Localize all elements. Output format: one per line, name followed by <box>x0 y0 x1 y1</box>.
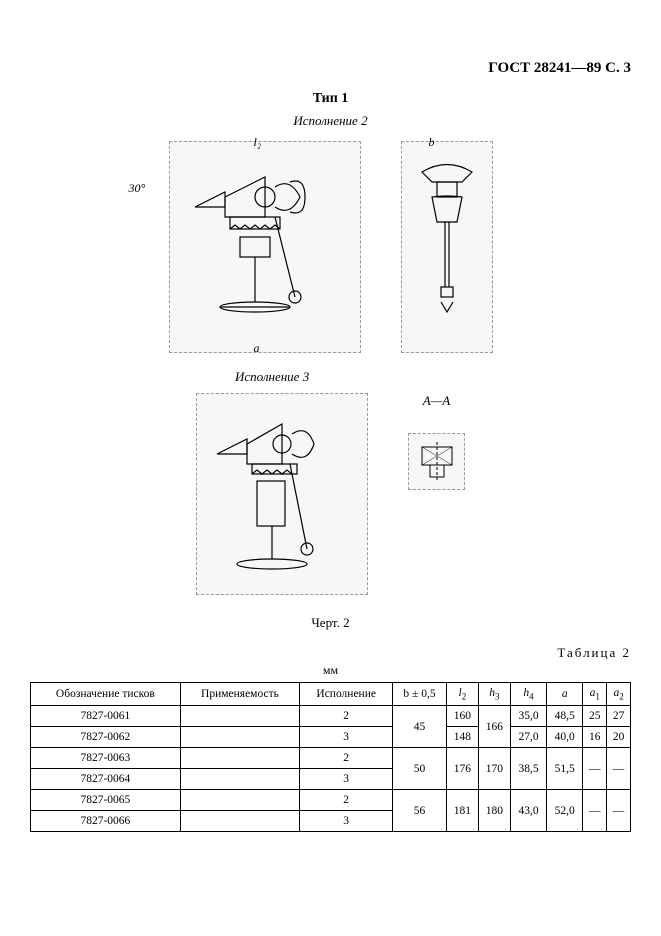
table-body: 7827-0061 2 45 160 166 35,0 48,5 25 27 7… <box>31 706 631 832</box>
cell-code: 7827-0062 <box>31 727 181 748</box>
cell-ver: 3 <box>300 727 393 748</box>
cell-h4: 38,5 <box>510 748 546 790</box>
detail-group: А—А <box>408 393 465 595</box>
cell-app <box>180 748 299 769</box>
cell-ver: 3 <box>300 769 393 790</box>
cell-ver: 2 <box>300 706 393 727</box>
col-h3: h3 <box>478 683 510 706</box>
cell-h3: 180 <box>478 790 510 832</box>
vise-front-svg <box>175 147 355 347</box>
drawing-side-view <box>401 141 493 353</box>
spec-table: Обозначение тисков Применяемость Исполне… <box>30 682 631 832</box>
table-row: 7827-0065 2 56 181 180 43,0 52,0 — — <box>31 790 631 811</box>
variant-subtitle: Исполнение 2 <box>30 113 631 129</box>
type-title: Тип 1 <box>30 91 631 107</box>
col-b: b ± 0,5 <box>393 683 447 706</box>
cell-h3: 166 <box>478 706 510 748</box>
cell-a2: — <box>607 790 631 832</box>
cell-code: 7827-0063 <box>31 748 181 769</box>
cell-a: 51,5 <box>547 748 583 790</box>
cell-b: 56 <box>393 790 447 832</box>
col-code: Обозначение тисков <box>31 683 181 706</box>
cell-b: 50 <box>393 748 447 790</box>
cell-ver: 2 <box>300 790 393 811</box>
col-a2: a2 <box>607 683 631 706</box>
drawing-section-aa <box>408 433 465 490</box>
cell-b: 45 <box>393 706 447 748</box>
detail-label: А—А <box>423 393 450 409</box>
cell-a2: 27 <box>607 706 631 727</box>
page: ГОСТ 28241—89 С. 3 Тип 1 Исполнение 2 30… <box>0 0 661 936</box>
cell-l2: 148 <box>446 727 478 748</box>
page-header: ГОСТ 28241—89 С. 3 <box>30 60 631 77</box>
table-row: 7827-0062 3 148 27,0 40,0 16 20 <box>31 727 631 748</box>
figure-caption: Черт. 2 <box>311 615 349 631</box>
cell-h4: 43,0 <box>510 790 546 832</box>
col-l2: l2 <box>446 683 478 706</box>
section-aa-svg <box>412 437 462 487</box>
cell-app <box>180 790 299 811</box>
drawing-main-view <box>169 141 361 353</box>
figure-row-2: А—А <box>196 393 465 595</box>
table-unit: мм <box>30 663 631 678</box>
dim-angle: 30° <box>129 181 146 196</box>
vise-side-svg <box>407 147 487 347</box>
col-a1: a1 <box>583 683 607 706</box>
cell-a1: — <box>583 748 607 790</box>
figure-row-1: 30° l₂ b a <box>169 141 493 353</box>
cell-h4: 35,0 <box>510 706 546 727</box>
col-app: Применяемость <box>180 683 299 706</box>
cell-l2: 176 <box>446 748 478 790</box>
table-title: Таблица 2 <box>30 645 631 661</box>
col-h4: h4 <box>510 683 546 706</box>
cell-ver: 3 <box>300 811 393 832</box>
dim-b: b <box>429 135 435 150</box>
cell-code: 7827-0064 <box>31 769 181 790</box>
dim-l2: l₂ <box>254 135 262 150</box>
col-ver: Исполнение <box>300 683 393 706</box>
cell-a: 40,0 <box>547 727 583 748</box>
cell-l2: 160 <box>446 706 478 727</box>
variant3-label: Исполнение 3 <box>235 369 309 385</box>
cell-a1: — <box>583 790 607 832</box>
cell-code: 7827-0061 <box>31 706 181 727</box>
cell-app <box>180 769 299 790</box>
table-row: 7827-0061 2 45 160 166 35,0 48,5 25 27 <box>31 706 631 727</box>
cell-code: 7827-0065 <box>31 790 181 811</box>
cell-a1: 25 <box>583 706 607 727</box>
table-row: 7827-0063 2 50 176 170 38,5 51,5 — — <box>31 748 631 769</box>
drawing-variant3 <box>196 393 368 595</box>
cell-a2: — <box>607 748 631 790</box>
cell-a1: 16 <box>583 727 607 748</box>
vise-var3-svg <box>202 399 362 589</box>
cell-app <box>180 811 299 832</box>
cell-ver: 2 <box>300 748 393 769</box>
cell-code: 7827-0066 <box>31 811 181 832</box>
dim-a: a <box>254 341 260 356</box>
cell-a: 52,0 <box>547 790 583 832</box>
cell-h4: 27,0 <box>510 727 546 748</box>
cell-app <box>180 727 299 748</box>
table-header-row: Обозначение тисков Применяемость Исполне… <box>31 683 631 706</box>
cell-app <box>180 706 299 727</box>
cell-l2: 181 <box>446 790 478 832</box>
cell-h3: 170 <box>478 748 510 790</box>
col-a: a <box>547 683 583 706</box>
cell-a2: 20 <box>607 727 631 748</box>
figures-container: 30° l₂ b a <box>30 141 631 645</box>
cell-a: 48,5 <box>547 706 583 727</box>
